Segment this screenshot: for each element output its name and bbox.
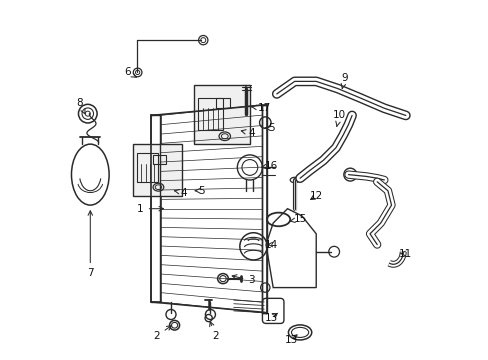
Text: 2: 2 bbox=[153, 326, 171, 341]
Bar bbox=[215, 98, 230, 108]
Text: 7: 7 bbox=[87, 211, 93, 278]
Text: 1: 1 bbox=[137, 204, 163, 214]
Text: 5: 5 bbox=[195, 186, 204, 196]
Text: 13: 13 bbox=[264, 313, 278, 323]
Text: 9: 9 bbox=[341, 73, 347, 89]
Text: 17: 17 bbox=[251, 103, 270, 113]
Text: 10: 10 bbox=[332, 111, 346, 126]
Text: 2: 2 bbox=[209, 322, 219, 341]
Text: 6: 6 bbox=[124, 67, 136, 77]
Text: 4: 4 bbox=[241, 129, 254, 138]
Bar bbox=[133, 144, 182, 196]
Bar bbox=[153, 155, 165, 164]
Text: 4: 4 bbox=[174, 188, 186, 198]
Text: 13: 13 bbox=[284, 334, 297, 345]
Text: 8: 8 bbox=[76, 98, 85, 114]
Text: 16: 16 bbox=[261, 161, 278, 171]
Bar bbox=[261, 105, 266, 313]
Bar bbox=[198, 98, 223, 130]
Text: 14: 14 bbox=[264, 239, 278, 249]
Bar bbox=[137, 153, 158, 182]
Bar bbox=[194, 85, 249, 144]
Text: 11: 11 bbox=[398, 248, 412, 258]
Text: 3: 3 bbox=[232, 275, 254, 285]
Bar bbox=[151, 116, 161, 302]
Text: 5: 5 bbox=[264, 123, 274, 133]
Text: 12: 12 bbox=[309, 191, 322, 201]
Text: 15: 15 bbox=[290, 215, 306, 224]
